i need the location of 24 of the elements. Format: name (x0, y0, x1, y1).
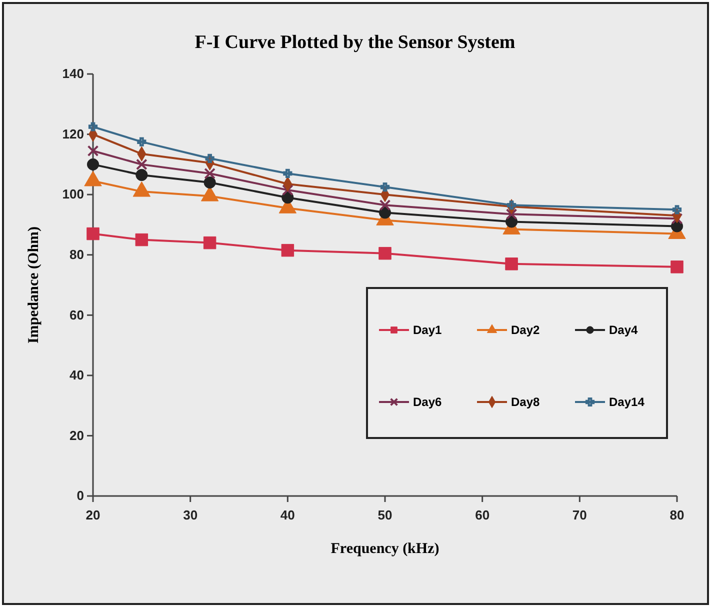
y-axis-title: Impedance (Ohm) (26, 226, 42, 344)
x-tick-label: 70 (572, 507, 587, 522)
y-tick-label: 0 (76, 488, 84, 504)
y-tick-label: 60 (70, 307, 84, 322)
legend-label: Day4 (609, 323, 638, 338)
x-tick-label: 60 (475, 507, 490, 522)
legend-label: Day2 (511, 323, 540, 338)
legend-label: Day6 (413, 395, 442, 410)
y-tick-label: 80 (70, 247, 84, 262)
x-tick-label: 50 (378, 507, 392, 522)
legend-label: Day14 (609, 395, 645, 410)
y-tick-label: 100 (62, 186, 84, 202)
x-tick-label: 40 (280, 507, 295, 522)
x-tick-label: 30 (183, 507, 198, 522)
y-tick-label: 20 (70, 428, 84, 443)
y-tick-label: 120 (62, 126, 84, 142)
x-tick-label: 20 (86, 507, 100, 522)
legend-label: Day8 (511, 395, 540, 410)
y-tick-label: 40 (70, 368, 84, 383)
y-tick-label: 140 (62, 66, 84, 82)
chart-title: F-I Curve Plotted by the Sensor System (194, 32, 516, 53)
x-tick-label: 80 (670, 507, 684, 522)
x-axis-title: Frequency (kHz) (330, 541, 440, 557)
legend-label: Day1 (413, 323, 442, 338)
